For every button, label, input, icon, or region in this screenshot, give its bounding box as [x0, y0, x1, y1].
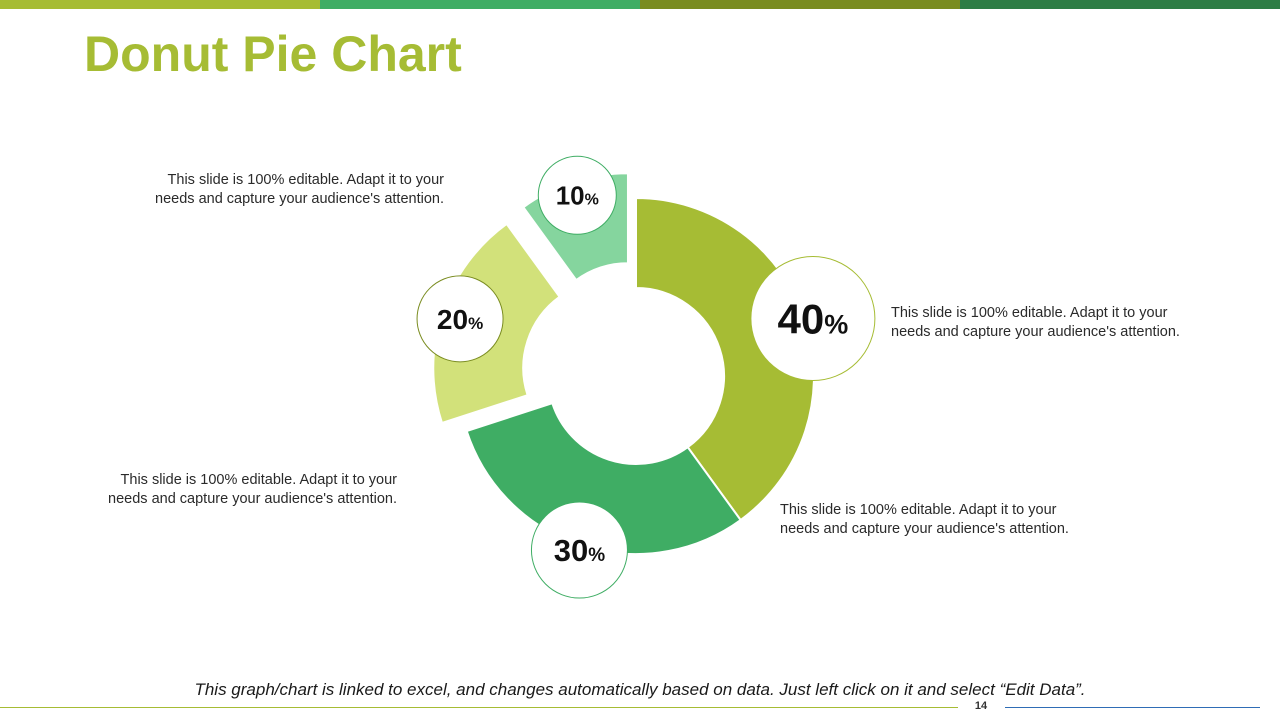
donut-slice-30[interactable]: [465, 401, 743, 555]
data-label-20: 20%: [437, 304, 483, 335]
top-bar-segment-2: [320, 0, 640, 9]
top-color-bar: [0, 0, 1280, 9]
description-text-10: This slide is 100% editable. Adapt it to…: [155, 172, 444, 207]
value-bubble-30: [530, 501, 628, 599]
value-bubble-40: [750, 256, 876, 382]
page-number: 14: [974, 700, 988, 712]
data-label-10: 10%: [556, 181, 599, 211]
data-label-40: 40%: [778, 296, 849, 343]
description-text-20: This slide is 100% editable. Adapt it to…: [108, 472, 397, 507]
description-text-40: This slide is 100% editable. Adapt it to…: [891, 305, 1180, 340]
value-bubble-10: [537, 155, 617, 235]
slide-title: Donut Pie Chart: [84, 26, 462, 82]
footer-note: This graph/chart is linked to excel, and…: [194, 680, 1086, 699]
top-bar-segment-1: [0, 0, 320, 9]
footer-divider-left: [0, 707, 958, 708]
top-bar-segment-3: [640, 0, 960, 9]
data-label-30: 30%: [554, 533, 605, 568]
footer-divider-right: [1005, 707, 1260, 708]
description-text-30: This slide is 100% editable. Adapt it to…: [780, 502, 1069, 537]
top-bar-segment-4: [960, 0, 1280, 9]
value-bubble-20: [416, 275, 504, 363]
